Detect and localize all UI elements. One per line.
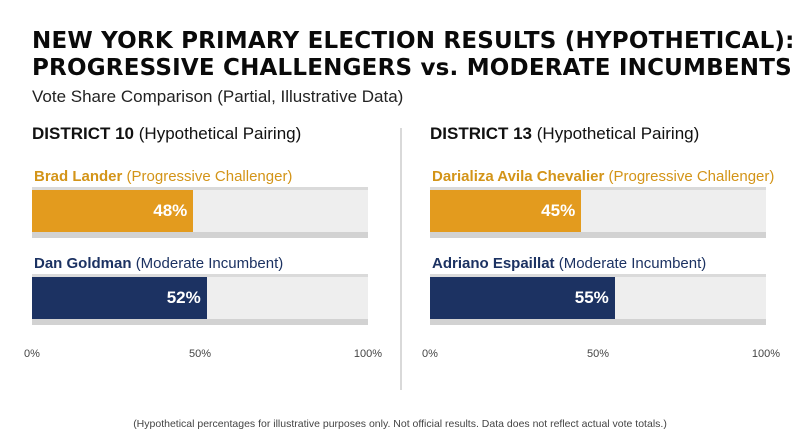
candidate-name: Brad Lander xyxy=(34,168,123,185)
chart-title-line-2: PROGRESSIVE CHALLENGERS vs. MODERATE INC… xyxy=(32,55,792,81)
district-pairing: (Hypothetical Pairing) xyxy=(138,124,302,143)
x-tick-label: 100% xyxy=(353,348,383,360)
x-tick-label: 100% xyxy=(751,348,781,360)
candidate-label-progressive: Brad Lander (Progressive Challenger) xyxy=(34,168,292,185)
bar-value-label: 48% xyxy=(153,201,188,220)
panel-header: DISTRICT 13 (Hypothetical Pairing) xyxy=(430,124,699,144)
chart-title-line-1: NEW YORK PRIMARY ELECTION RESULTS (HYPOT… xyxy=(32,28,795,54)
x-tick-label: 0% xyxy=(24,348,40,360)
district-13-panel: DISTRICT 13 (Hypothetical Pairing) Daria… xyxy=(422,124,780,374)
district-10-panel: DISTRICT 10 (Hypothetical Pairing) Brad … xyxy=(24,124,382,374)
bar-track: 55% xyxy=(430,274,766,325)
bar-value-label: 45% xyxy=(541,201,576,220)
chart-subtitle: Vote Share Comparison (Partial, Illustra… xyxy=(32,87,404,106)
candidate-label-moderate: Dan Goldman (Moderate Incumbent) xyxy=(34,255,283,272)
bar-track: 52% xyxy=(32,274,368,325)
x-tick-label: 0% xyxy=(422,348,438,360)
bar-track: 48% xyxy=(32,187,368,238)
bar-value-label: 52% xyxy=(166,288,201,307)
panel-header: DISTRICT 10 (Hypothetical Pairing) xyxy=(32,124,301,144)
district-name: DISTRICT 13 xyxy=(430,124,533,143)
district-pairing: (Hypothetical Pairing) xyxy=(536,124,700,143)
candidate-role: (Progressive Challenger) xyxy=(608,168,775,185)
candidate-role: (Progressive Challenger) xyxy=(126,168,293,185)
candidate-name: Adriano Espaillat xyxy=(432,255,555,272)
bar-moderate: 52% xyxy=(32,277,207,319)
candidate-name: Dan Goldman xyxy=(34,255,132,272)
bar-progressive: 48% xyxy=(32,190,194,232)
bar-value-label: 55% xyxy=(574,288,609,307)
panel-divider xyxy=(400,128,402,390)
bar-track: 45% xyxy=(430,187,766,238)
candidate-role: (Moderate Incumbent) xyxy=(135,255,284,272)
x-tick-label: 50% xyxy=(586,348,610,360)
x-tick-label: 50% xyxy=(188,348,212,360)
district-name: DISTRICT 10 xyxy=(32,124,135,143)
candidate-role: (Moderate Incumbent) xyxy=(558,255,707,272)
candidate-label-moderate: Adriano Espaillat (Moderate Incumbent) xyxy=(432,255,706,272)
bar-moderate: 55% xyxy=(430,277,615,319)
candidate-name: Darializa Avila Chevalier xyxy=(432,168,605,185)
bar-progressive: 45% xyxy=(430,190,582,232)
footnote: (Hypothetical percentages for illustrati… xyxy=(133,418,667,430)
candidate-label-progressive: Darializa Avila Chevalier (Progressive C… xyxy=(432,168,774,185)
